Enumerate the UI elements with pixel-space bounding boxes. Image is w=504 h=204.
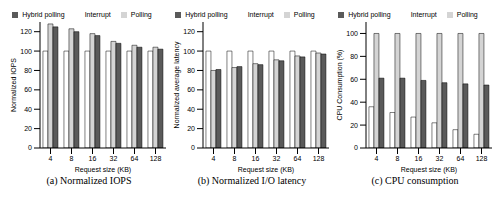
svg-text:64: 64 bbox=[457, 155, 465, 162]
html-text:Hybrid polling: Hybrid polling bbox=[348, 11, 391, 18]
svg-text:CPU Consumption (%): CPU Consumption (%) bbox=[336, 50, 344, 121]
svg-text:40: 40 bbox=[187, 106, 195, 113]
svg-text:100: 100 bbox=[346, 30, 358, 37]
svg-text:16: 16 bbox=[415, 155, 423, 162]
html-text:Polling: Polling bbox=[456, 11, 478, 18]
svg-text:128: 128 bbox=[313, 155, 325, 162]
html-text:(a) Normalized IOPS: (a) Normalized IOPS bbox=[46, 175, 132, 186]
svg-text:80: 80 bbox=[350, 53, 358, 60]
svg-text:60: 60 bbox=[350, 76, 358, 83]
svg-text:0: 0 bbox=[28, 144, 32, 151]
svg-text:4: 4 bbox=[49, 155, 53, 162]
svg-text:40: 40 bbox=[350, 99, 358, 106]
svg-text:100: 100 bbox=[20, 48, 32, 55]
svg-text:20: 20 bbox=[24, 125, 32, 132]
html-text:Hybrid polling: Hybrid polling bbox=[185, 11, 228, 18]
svg-text:60: 60 bbox=[24, 86, 32, 93]
svg-text:8: 8 bbox=[233, 155, 237, 162]
html-text:(c) CPU consumption: (c) CPU consumption bbox=[371, 175, 459, 186]
svg-text:120: 120 bbox=[183, 28, 195, 35]
html-text:Interrupt: Interrupt bbox=[84, 11, 111, 18]
svg-text:0: 0 bbox=[191, 144, 195, 151]
svg-text:16: 16 bbox=[89, 155, 97, 162]
svg-text:16: 16 bbox=[252, 155, 260, 162]
svg-text:Request size (KB): Request size (KB) bbox=[75, 166, 131, 174]
svg-text:20: 20 bbox=[350, 122, 358, 129]
svg-text:8: 8 bbox=[396, 155, 400, 162]
svg-text:128: 128 bbox=[476, 155, 488, 162]
svg-text:120: 120 bbox=[20, 28, 32, 35]
svg-text:60: 60 bbox=[187, 86, 195, 93]
svg-text:64: 64 bbox=[294, 155, 302, 162]
svg-text:64: 64 bbox=[131, 155, 139, 162]
html-text:Interrupt: Interrupt bbox=[410, 11, 437, 18]
svg-text:Request size (KB): Request size (KB) bbox=[401, 166, 457, 174]
html-text:Polling: Polling bbox=[130, 11, 152, 18]
svg-text:32: 32 bbox=[436, 155, 444, 162]
svg-text:0: 0 bbox=[354, 144, 358, 151]
svg-text:4: 4 bbox=[375, 155, 379, 162]
svg-text:Normalized average latency: Normalized average latency bbox=[173, 41, 181, 128]
html-text:Polling: Polling bbox=[293, 11, 315, 18]
svg-text:80: 80 bbox=[24, 67, 32, 74]
svg-text:40: 40 bbox=[24, 106, 32, 113]
svg-text:Normalized IOPS: Normalized IOPS bbox=[10, 58, 17, 112]
svg-text:8: 8 bbox=[70, 155, 74, 162]
html-text:(b) Normalized I/O latency: (b) Normalized I/O latency bbox=[197, 175, 307, 186]
svg-text:32: 32 bbox=[110, 155, 118, 162]
svg-text:32: 32 bbox=[273, 155, 281, 162]
svg-text:20: 20 bbox=[187, 125, 195, 132]
svg-text:80: 80 bbox=[187, 67, 195, 74]
svg-text:128: 128 bbox=[150, 155, 162, 162]
svg-text:4: 4 bbox=[212, 155, 216, 162]
html-text:Interrupt: Interrupt bbox=[247, 11, 274, 18]
svg-text:100: 100 bbox=[183, 48, 195, 55]
html-text:Hybrid polling: Hybrid polling bbox=[22, 11, 65, 18]
svg-text:Request size (KB): Request size (KB) bbox=[238, 166, 294, 174]
